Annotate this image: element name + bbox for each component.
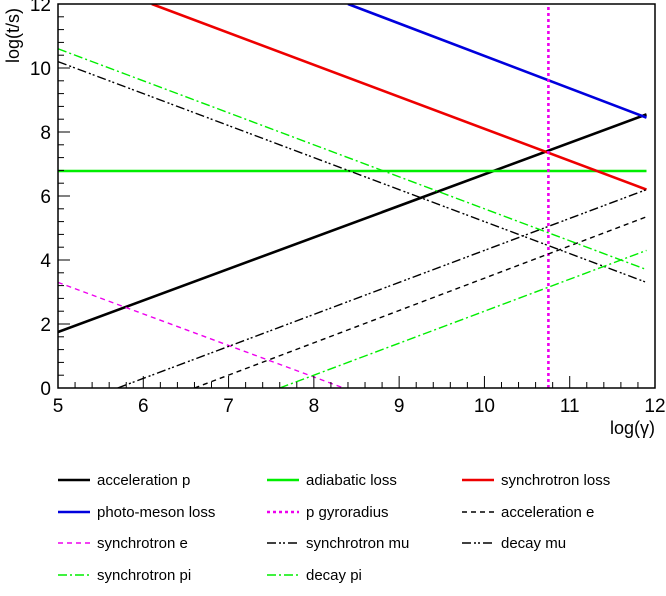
series-line-photo-meson-loss xyxy=(347,4,647,119)
legend-label: synchrotron loss xyxy=(501,472,610,489)
x-tick-label: 11 xyxy=(560,396,580,417)
legend-label: acceleration p xyxy=(97,472,190,489)
series-line-acceleration-e xyxy=(194,216,647,388)
legend-item-p-gyroradius: p gyroradius xyxy=(267,504,389,521)
legend-item-synchrotron-mu: synchrotron mu xyxy=(267,535,409,552)
axis-ticks xyxy=(57,3,656,389)
series-line-acceleration-p xyxy=(58,113,647,334)
legend-item-synchrotron-e: synchrotron e xyxy=(58,535,188,552)
y-tick-label: 0 xyxy=(40,379,51,400)
legend: acceleration p adiabatic loss synchrotron … xyxy=(58,472,610,584)
series-line-synchrotron-e xyxy=(58,281,344,388)
x-tick-label: 10 xyxy=(474,396,495,417)
x-tick-label: 5 xyxy=(53,396,64,417)
legend-label: synchrotron e xyxy=(97,535,188,552)
legend-item-photo-meson-loss: photo-meson loss xyxy=(58,504,215,521)
y-tick-label: 10 xyxy=(30,59,51,80)
y-tick-label: 6 xyxy=(40,187,51,208)
legend-item-synchrotron-loss: synchrotron loss xyxy=(462,472,610,489)
plot-lines xyxy=(58,4,647,388)
legend-label: decay mu xyxy=(501,535,566,552)
series-line-decay-pi xyxy=(279,249,647,388)
legend-item-adiabatic-loss: adiabatic loss xyxy=(267,472,397,489)
series-line-synchrotron-pi xyxy=(58,48,647,271)
y-tick-label: 2 xyxy=(40,315,51,336)
legend-item-acceleration-e: acceleration e xyxy=(462,504,594,521)
x-tick-label: 6 xyxy=(138,396,149,417)
legend-item-synchrotron-pi: synchrotron pi xyxy=(58,567,191,584)
x-tick-label: 8 xyxy=(309,396,320,417)
legend-item-acceleration-p: acceleration p xyxy=(58,472,190,489)
y-tick-label: 12 xyxy=(30,0,51,16)
legend-item-decay-mu: decay mu xyxy=(462,535,566,552)
plot-frame xyxy=(57,3,656,389)
legend-label: photo-meson loss xyxy=(97,504,215,521)
legend-label: acceleration e xyxy=(501,504,594,521)
legend-label: synchrotron mu xyxy=(306,535,409,552)
legend-label: decay pi xyxy=(306,567,362,584)
x-tick-label: 9 xyxy=(394,396,405,417)
legend-item-decay-pi: decay pi xyxy=(267,567,362,584)
x-axis-title: log(γ) xyxy=(610,418,655,438)
series-line-decay-mu xyxy=(117,188,647,388)
legend-label: synchrotron pi xyxy=(97,567,191,584)
y-tick-labels: 0 2 4 6 8 10 12 xyxy=(30,0,52,400)
y-tick-label: 4 xyxy=(40,251,51,272)
y-axis-title: log(t/s) xyxy=(3,8,23,63)
y-tick-label: 8 xyxy=(40,123,51,144)
legend-label: adiabatic loss xyxy=(306,472,397,489)
x-tick-labels: 5 6 7 8 9 10 11 12 xyxy=(53,396,666,417)
series-line-synchrotron-loss xyxy=(151,4,647,191)
legend-label: p gyroradius xyxy=(306,504,389,521)
x-tick-label: 12 xyxy=(644,396,665,417)
x-tick-label: 7 xyxy=(223,396,234,417)
